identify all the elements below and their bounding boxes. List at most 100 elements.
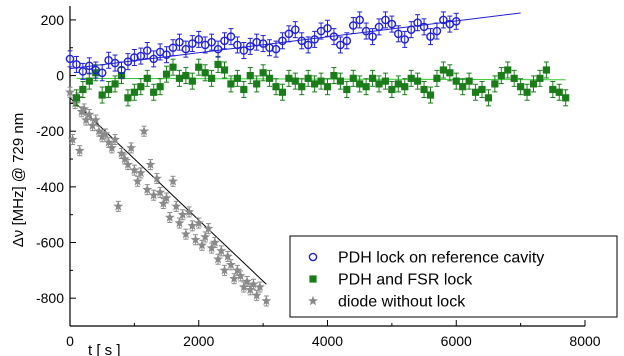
data-point — [206, 242, 217, 253]
x-tick-label: 8000 — [569, 333, 600, 349]
data-point — [100, 128, 111, 139]
data-point — [90, 114, 101, 125]
data-point — [222, 251, 233, 261]
data-point — [119, 153, 130, 164]
data-point — [79, 85, 87, 94]
data-point — [162, 70, 171, 78]
data-point — [368, 74, 377, 82]
data-point — [181, 44, 191, 54]
data-point — [381, 77, 390, 85]
data-point — [419, 22, 429, 32]
data-point — [72, 94, 81, 102]
data-point — [158, 198, 169, 208]
data-point — [251, 290, 262, 300]
data-point — [123, 57, 133, 66]
data-point — [233, 74, 241, 82]
data-point — [401, 83, 409, 91]
data-point — [246, 71, 254, 80]
data-point — [213, 44, 223, 54]
data-point — [175, 74, 184, 82]
data-point — [81, 114, 92, 125]
legend-marker — [308, 252, 318, 262]
legend-marker — [308, 295, 318, 306]
data-point — [361, 26, 371, 36]
data-point — [197, 240, 207, 250]
fit-line — [69, 97, 267, 285]
data-point — [85, 61, 94, 71]
legend-items: PDH lock on reference cavity PDH and FSR … — [308, 250, 544, 311]
data-point — [193, 217, 204, 228]
data-point — [169, 63, 177, 71]
data-point — [542, 66, 550, 74]
data-point — [229, 273, 240, 283]
data-point — [303, 40, 313, 50]
data-point — [549, 85, 557, 94]
data-point — [433, 74, 441, 82]
data-point — [471, 88, 480, 96]
data-point — [143, 74, 151, 82]
data-point — [65, 87, 75, 97]
data-point — [323, 83, 332, 91]
data-point — [451, 17, 461, 26]
data-point — [414, 77, 422, 85]
data-point — [208, 74, 216, 82]
data-point — [194, 35, 204, 44]
data-point — [103, 137, 114, 147]
data-point — [182, 71, 190, 80]
x-tick-label: 4000 — [312, 333, 343, 349]
data-point — [258, 39, 268, 48]
data-point — [168, 176, 178, 186]
data-point — [330, 71, 338, 80]
data-point — [171, 201, 182, 211]
data-point — [78, 67, 88, 76]
y-tick-label: -800 — [36, 290, 64, 306]
data-point — [459, 83, 467, 91]
data-point — [239, 46, 249, 55]
y-tick-label: -200 — [36, 123, 64, 139]
data-point — [164, 212, 175, 222]
data-point — [420, 85, 428, 94]
data-point — [426, 32, 435, 41]
data-point — [156, 83, 164, 91]
data-point — [117, 65, 126, 75]
data-point — [278, 88, 287, 96]
data-point — [98, 91, 106, 99]
x-tick-label: 0 — [66, 333, 74, 349]
data-point — [200, 231, 211, 242]
data-point — [329, 32, 339, 41]
data-point — [304, 74, 312, 82]
data-point — [79, 103, 90, 114]
data-point — [439, 15, 448, 25]
data-point — [209, 237, 220, 247]
data-point — [235, 270, 246, 281]
y-tick-label: 0 — [56, 68, 64, 84]
data-point — [113, 201, 124, 211]
data-point — [265, 74, 274, 82]
data-point — [137, 83, 145, 91]
x-tick-label: 2000 — [183, 333, 214, 349]
data-point — [562, 94, 570, 102]
data-point — [161, 192, 172, 203]
data-point — [201, 69, 209, 77]
data-point — [195, 63, 203, 71]
data-point — [368, 32, 377, 41]
data-point — [184, 206, 195, 217]
data-point — [139, 126, 149, 136]
data-point — [106, 142, 117, 153]
data-point — [523, 88, 531, 96]
data-point — [126, 142, 137, 153]
legend-label: PDH lock on reference cavity — [338, 250, 544, 267]
series-open-circle — [65, 11, 461, 82]
data-point — [111, 80, 119, 88]
data-point — [348, 21, 358, 30]
data-point — [374, 22, 384, 32]
data-point — [284, 29, 294, 39]
data-point — [110, 134, 121, 144]
data-point — [400, 35, 410, 44]
data-point — [278, 36, 287, 46]
data-point — [233, 40, 242, 50]
data-point — [432, 26, 442, 36]
data-point — [174, 217, 185, 228]
legend-label: diode without lock — [338, 294, 466, 311]
